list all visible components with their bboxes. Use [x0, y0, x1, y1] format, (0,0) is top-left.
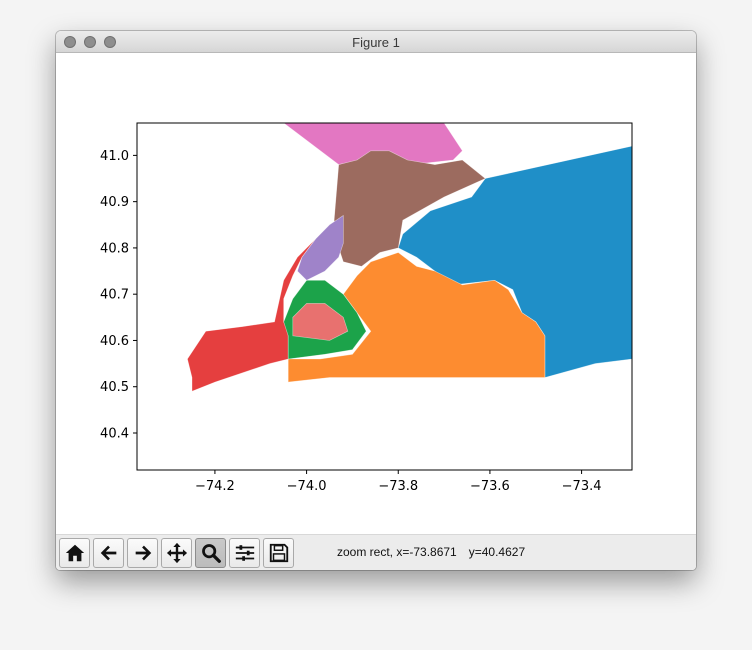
- y-tick-label: 41.0: [100, 149, 129, 164]
- figure-window: Figure 1 −74.2 −74.0 −73.8 −73.6 −73.4 40.4 4…: [56, 31, 696, 570]
- y-tick-label: 40.9: [100, 195, 129, 210]
- arrow-left-icon: [100, 545, 116, 561]
- y-tick-label: 40.7: [100, 288, 129, 303]
- status-readout: zoom rect, x=-73.8671 y=40.4627: [337, 545, 537, 559]
- map-region-6: [292, 303, 349, 341]
- y-axis: 40.4 40.5 40.6 40.7 40.8 40.9 41.0: [100, 149, 137, 441]
- figure-canvas[interactable]: −74.2 −74.0 −73.8 −73.6 −73.4 40.4 40.5 40.6 40…: [56, 53, 696, 534]
- subplots-button[interactable]: [229, 538, 260, 568]
- home-icon: [65, 544, 84, 562]
- y-tick-label: 40.6: [100, 334, 129, 349]
- floppy-disk-icon: [269, 543, 288, 563]
- status-y: y=40.4627: [468, 545, 526, 559]
- pan-button[interactable]: [161, 538, 192, 568]
- y-tick-label: 40.5: [100, 380, 129, 395]
- x-tick-label: −73.6: [470, 479, 510, 494]
- sliders-icon: [235, 545, 254, 561]
- map-region-7: [297, 214, 344, 281]
- arrow-right-icon: [135, 545, 151, 561]
- map-region-1: [397, 145, 632, 378]
- x-tick-label: −74.2: [195, 479, 235, 494]
- title-bar[interactable]: Figure 1: [56, 31, 696, 53]
- magnifier-icon: [201, 544, 221, 563]
- zoom-button[interactable]: [195, 538, 226, 568]
- x-tick-label: −73.8: [378, 479, 418, 494]
- move-icon: [166, 542, 187, 564]
- navigation-toolbar: zoom rect, x=-73.8671 y=40.4627: [56, 534, 696, 570]
- home-button[interactable]: [59, 538, 90, 568]
- status-mode: zoom rect, x=-73.8671: [337, 545, 457, 559]
- window-title: Figure 1: [352, 35, 400, 50]
- save-button[interactable]: [263, 538, 294, 568]
- x-axis: −74.2 −74.0 −73.8 −73.6 −73.4: [195, 470, 602, 494]
- minimize-window-button[interactable]: [84, 36, 96, 48]
- zoom-window-button[interactable]: [104, 36, 116, 48]
- map-regions: [187, 123, 632, 392]
- axes-frame: [136, 122, 633, 471]
- forward-button[interactable]: [127, 538, 158, 568]
- y-tick-label: 40.8: [100, 241, 129, 256]
- map-region-2: [333, 150, 486, 267]
- back-button[interactable]: [93, 538, 124, 568]
- close-window-button[interactable]: [64, 36, 76, 48]
- map-plot[interactable]: −74.2 −74.0 −73.8 −73.6 −73.4 40.440.540.640…: [56, 53, 696, 534]
- y-tick-label: 40.4: [100, 426, 129, 441]
- map-region-3: [287, 252, 546, 383]
- x-tick-label: −74.0: [287, 479, 327, 494]
- x-tick-label: −73.4: [562, 479, 602, 494]
